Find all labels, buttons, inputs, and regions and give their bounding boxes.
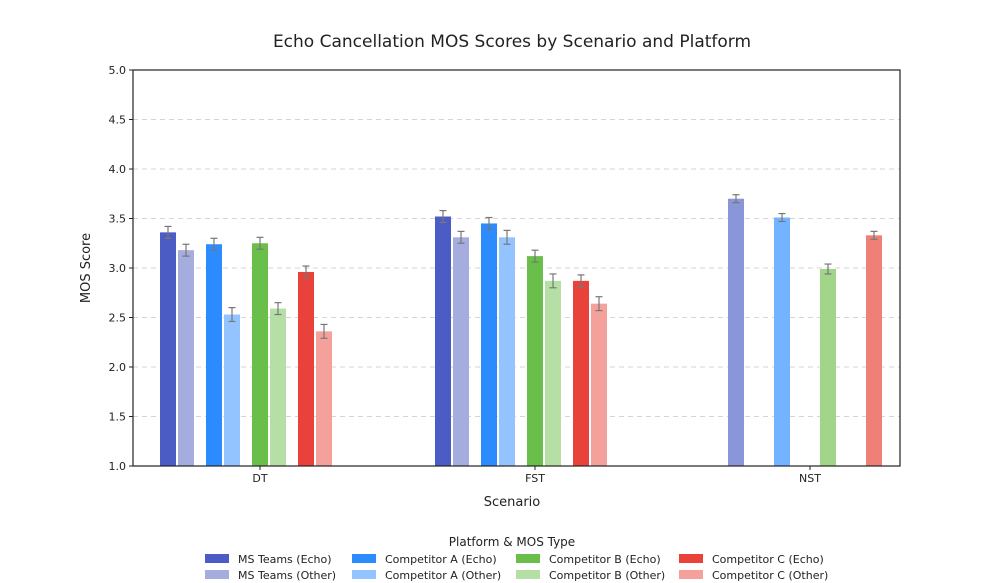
bar [270, 308, 286, 466]
y-tick-label: 5.0 [109, 64, 127, 77]
x-tick-label: DT [252, 472, 267, 485]
legend-label: Competitor B (Echo) [549, 553, 661, 566]
bar [573, 280, 589, 466]
y-tick-label: 1.0 [109, 460, 127, 473]
bar [591, 303, 607, 466]
bar [866, 235, 882, 466]
bar [206, 244, 222, 466]
legend-swatch [352, 554, 376, 563]
y-tick-label: 4.5 [109, 114, 127, 127]
bar [160, 232, 176, 466]
legend-label: Competitor A (Other) [385, 569, 501, 582]
legend-swatch [205, 554, 229, 563]
plot-frame [132, 69, 901, 467]
x-tick-label: FST [525, 472, 545, 485]
y-tick-label: 3.5 [109, 213, 127, 226]
legend-swatch [352, 570, 376, 579]
bar [481, 223, 497, 466]
bar [435, 216, 451, 466]
legend-swatch [516, 570, 540, 579]
bar [252, 243, 268, 466]
bar [453, 237, 469, 466]
legend-label: Competitor C (Echo) [712, 553, 824, 566]
bar [178, 250, 194, 466]
legend-swatch [679, 554, 703, 563]
y-tick-label: 4.0 [109, 163, 127, 176]
legend-label: MS Teams (Other) [238, 569, 336, 582]
x-axis-label: Scenario [484, 495, 541, 510]
legend-label: MS Teams (Echo) [238, 553, 332, 566]
bar [316, 331, 332, 466]
legend-label: Competitor C (Other) [712, 569, 828, 582]
bar [728, 198, 744, 466]
y-tick-label: 1.5 [109, 411, 127, 424]
legend-swatch [516, 554, 540, 563]
legend: MS Teams (Echo) MS Teams (Other) Competito… [205, 553, 828, 582]
bar [820, 268, 836, 466]
chart-title: Echo Cancellation MOS Scores by Scenario… [273, 32, 751, 52]
legend-label: Competitor B (Other) [549, 569, 665, 582]
x-tick-label: NST [799, 472, 821, 485]
bar [527, 256, 543, 466]
legend-swatch [205, 570, 229, 579]
bar [224, 314, 240, 466]
bar [499, 237, 515, 466]
legend-swatch [679, 570, 703, 579]
y-axis-label: MOS Score [79, 233, 94, 303]
y-tick-label: 2.0 [109, 361, 127, 374]
y-tick-label: 3.0 [109, 262, 127, 275]
legend-label: Competitor A (Echo) [385, 553, 497, 566]
bar [774, 217, 790, 466]
legend-title: Platform & MOS Type [449, 535, 575, 549]
bar [298, 271, 314, 466]
bar [545, 280, 561, 466]
y-tick-label: 2.5 [109, 312, 127, 325]
